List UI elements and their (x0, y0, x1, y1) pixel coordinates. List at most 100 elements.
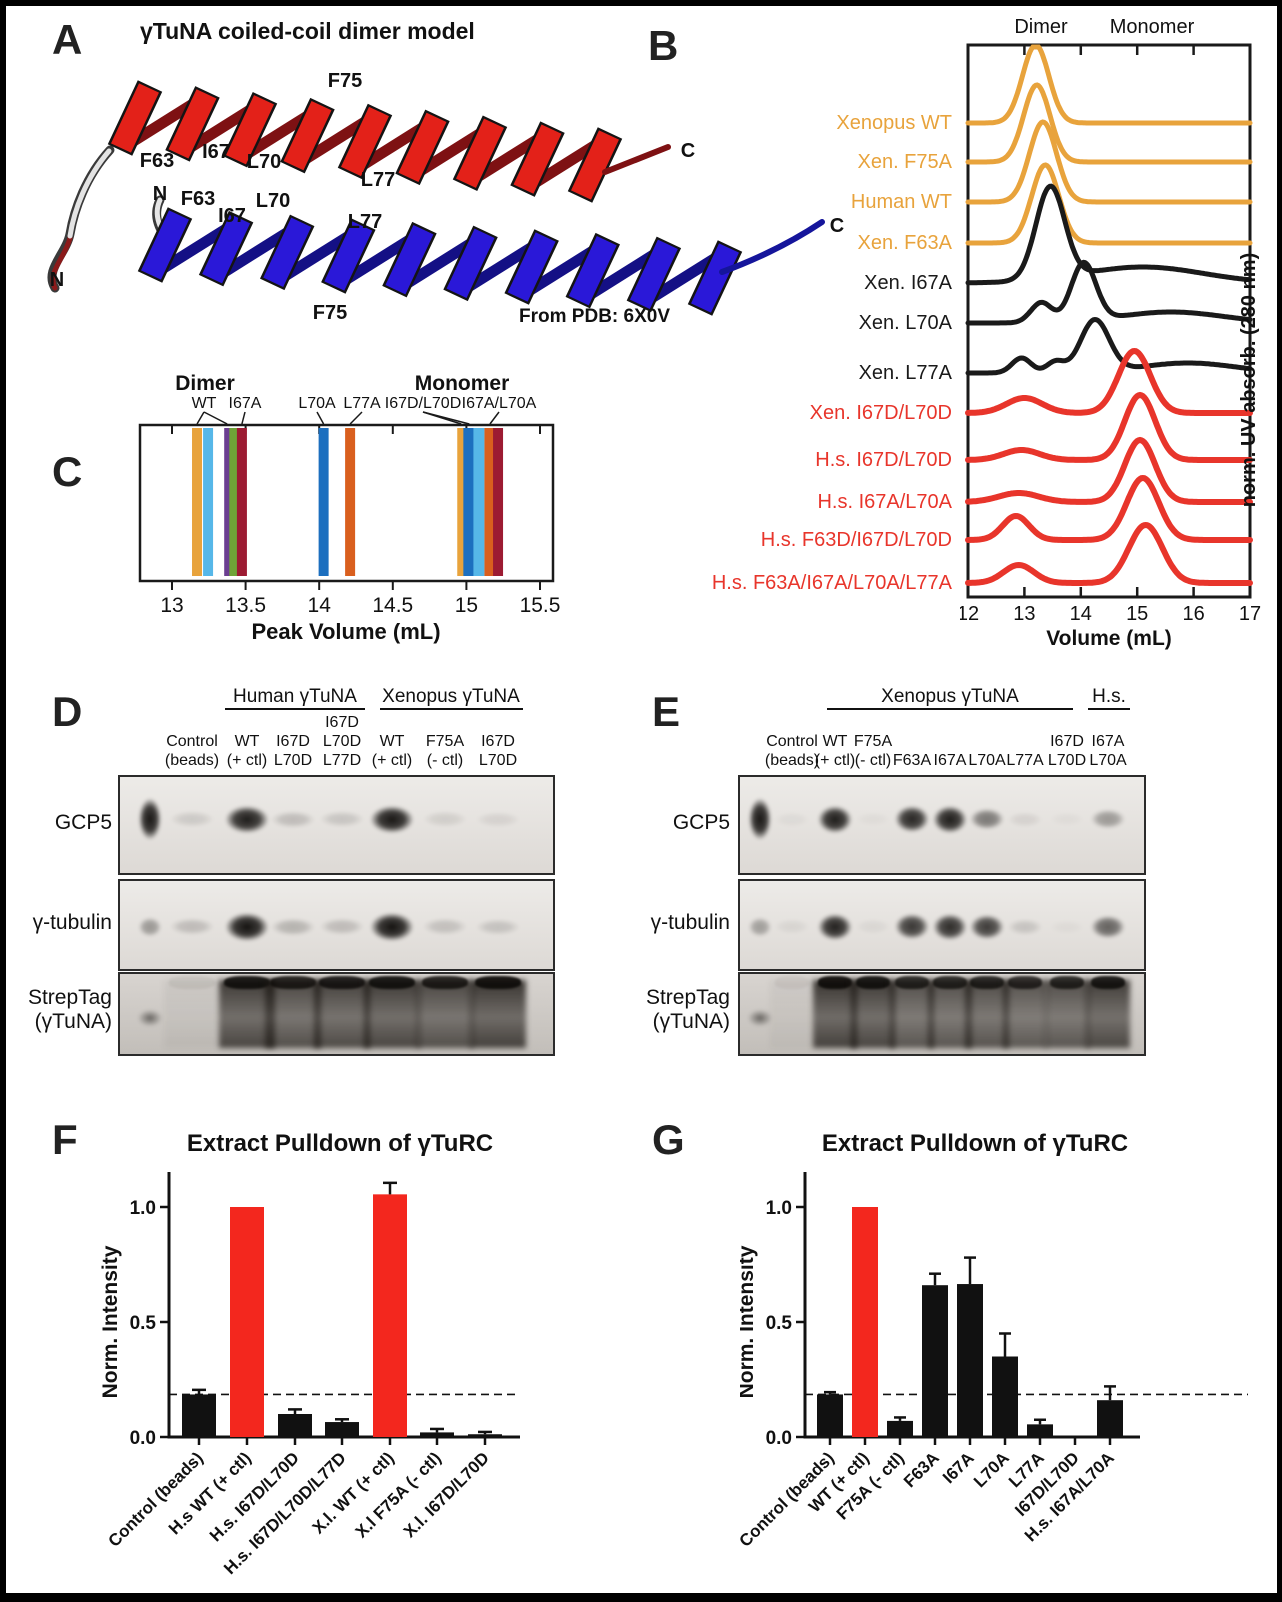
helix-rung (324, 221, 373, 291)
blot-band (969, 913, 1005, 940)
x-tick-label: 16 (1182, 603, 1204, 625)
blot-band (894, 913, 930, 941)
blot-smear (364, 980, 420, 1048)
callout-label: WT (192, 395, 217, 412)
blot-band (169, 918, 215, 936)
callout-label: I67A (229, 395, 262, 412)
blot-band (319, 918, 365, 936)
callout-label: I67A/L70A (462, 395, 537, 412)
residue-label: I67 (218, 205, 246, 227)
sec-trace (965, 391, 1253, 463)
plot-box (138, 423, 555, 583)
lane-label: L70A (942, 751, 1032, 770)
residue-label: N (153, 183, 167, 205)
panel-d-letter: D (52, 688, 83, 735)
x-category-label: F63A (900, 1448, 943, 1491)
lane-label: Control (beads) (147, 732, 237, 770)
peak-volume-bar (203, 428, 214, 576)
blot-smear (851, 980, 895, 1048)
blot-top-band (422, 976, 468, 989)
blot-band (855, 812, 891, 827)
blot-band (1090, 914, 1126, 939)
callout-label: L70A (298, 395, 336, 412)
blot-smear (770, 980, 814, 1048)
blot-band (932, 912, 968, 941)
x-tick-label: 12 (960, 603, 979, 625)
helix-rung (263, 217, 312, 287)
helix-rung (283, 100, 332, 171)
frame-bottom (0, 1593, 1282, 1602)
frame-left (0, 0, 6, 1602)
blot-row-label: StrepTag (γTuNA) (0, 986, 112, 1034)
frame-top (0, 0, 1282, 6)
x-category-label: L70A (970, 1448, 1013, 1491)
blot-group-underline (380, 708, 523, 710)
lane-label: F75A (- ctl) (400, 732, 490, 770)
lane-label: I67D L70D (248, 732, 338, 770)
blot-band (817, 912, 853, 941)
bar (957, 1284, 983, 1437)
lane-label: F63A (867, 751, 957, 770)
y-tick-label: 1.0 (130, 1198, 156, 1219)
residue-label: F63 (140, 150, 174, 172)
blot-strip-tubulin (738, 879, 1146, 971)
residue-label: F63 (181, 188, 215, 210)
lane-label-line: (- ctl) (854, 752, 892, 769)
lane-label: WT (+ ctl) (202, 732, 292, 770)
callout-line (349, 411, 363, 425)
group-header: Monomer (415, 372, 510, 395)
blot-band (369, 804, 415, 834)
bar (230, 1207, 264, 1437)
sec-trace (965, 436, 1253, 505)
peak-volume-bar (473, 428, 485, 576)
peak-volume-bar (457, 428, 466, 576)
residue-label: N (50, 269, 64, 291)
lane-label-line: WT (379, 733, 405, 750)
helix-rung (202, 214, 251, 284)
blot-smear (1045, 980, 1089, 1048)
sec-trace (965, 474, 1253, 543)
helix-rung (398, 112, 447, 183)
helix-rung (456, 118, 504, 188)
y-tick-label: 0.5 (130, 1313, 157, 1334)
blot-band (319, 811, 365, 828)
helix-rung (341, 106, 389, 177)
lane-label: I67D L70D (1022, 732, 1112, 770)
blot-top-band (818, 976, 852, 989)
blot-band (224, 912, 270, 942)
blot-smear (890, 980, 934, 1048)
panel-g-letter: G (652, 1116, 685, 1163)
peak-volume-bar (229, 428, 239, 576)
blot-group-header: H.s. (1092, 686, 1126, 707)
blot-top-band (475, 976, 521, 989)
blot-band (1007, 918, 1043, 935)
helix-rung (446, 228, 495, 298)
lane-label-line: L70D (478, 752, 518, 769)
callout-label: L77A (343, 395, 381, 412)
blot-band (774, 811, 810, 827)
lane-label-line: I67A (1091, 733, 1125, 750)
sec-trace (965, 44, 1253, 126)
lane-label-line: L70D (322, 733, 362, 750)
x-tick-label: 17 (1239, 603, 1261, 625)
peak-volume-bar (318, 428, 329, 576)
lane-label-line: L70D (273, 752, 313, 769)
x-category-label: X.l. I67D/L70D (400, 1448, 493, 1541)
peak-volume-bar (192, 428, 203, 576)
peak-volume-plot: 13 13.5 14 14.5 15 15.5 Peak Volume (mL) Dimer M… (138, 372, 560, 644)
trace-label: Xen. I67D/L70D (809, 402, 952, 424)
blot-smear (164, 980, 220, 1048)
blot-smear (928, 980, 972, 1048)
trace-label: H.s. F63D/I67D/L70D (760, 529, 952, 551)
residue-label: L70 (247, 151, 281, 173)
blot-top-band (319, 976, 365, 989)
bar (420, 1432, 454, 1437)
y-axis-label: Norm. Intensity (740, 1245, 758, 1398)
x-category-label: I67A (939, 1448, 978, 1487)
helix-rung (385, 225, 434, 295)
trace-label: Human WT (850, 191, 952, 213)
y-tick-label: 0.0 (130, 1428, 156, 1449)
bar (182, 1394, 216, 1437)
